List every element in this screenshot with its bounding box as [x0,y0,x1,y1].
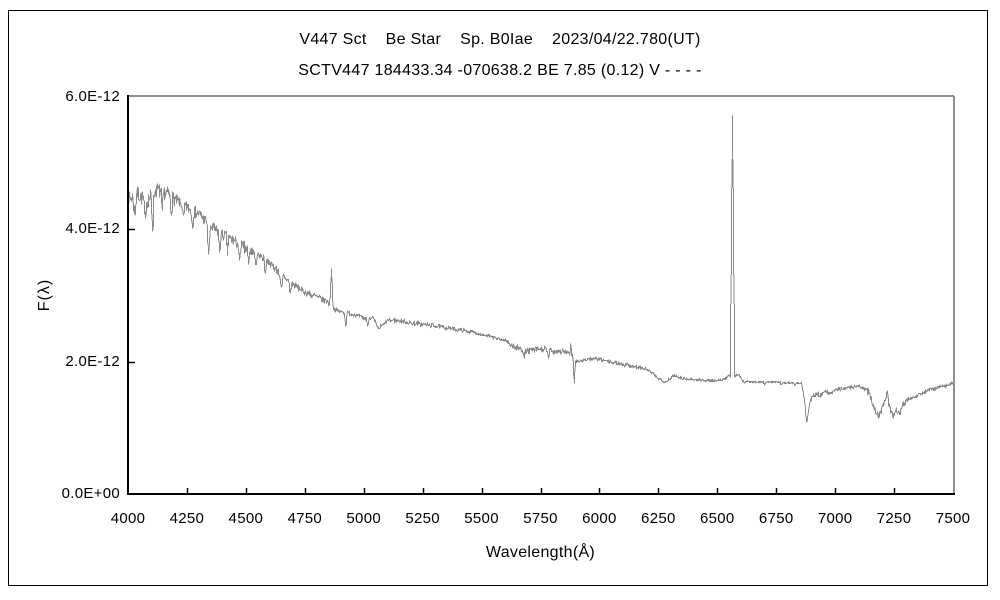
axis-ticks [129,228,896,493]
x-tick-label: 7250 [876,510,912,527]
y-tick-label: 2.0E-12 [65,352,120,370]
x-tick-label: 4000 [110,510,146,527]
chart-title: V447 Sct Be Star Sp. B0Iae 2023/04/22.78… [299,31,701,48]
y-tick-label: 6.0E-12 [65,88,120,105]
x-tick-label: 6750 [758,510,794,527]
x-tick-label: 5500 [464,510,499,527]
plot-frame [127,95,955,495]
x-tick-label: 5250 [405,510,440,527]
x-tick-label: 6500 [699,510,735,527]
spectrum-line [128,115,954,423]
x-tick-label: 5000 [346,510,381,527]
x-axis-title: Wavelength(Å) [485,544,596,561]
chart-subtitle: SCTV447 184433.34 -070638.2 BE 7.85 (0.1… [298,62,702,79]
x-tick-label: 7500 [935,510,971,527]
x-tick-label: 5750 [523,510,558,527]
y-axis-title: F(λ) [36,278,53,312]
y-tick-label: 4.0E-12 [65,220,120,238]
x-tick-label: 6000 [582,510,617,527]
x-tick-label: 4500 [228,510,264,527]
x-tick-label: 6250 [641,510,676,527]
x-tick-label: 7000 [817,510,853,527]
x-tick-label: 4750 [287,510,323,527]
window-border [8,10,988,586]
y-tick-label: 0.0E+00 [61,485,120,502]
x-tick-label: 4250 [169,510,205,527]
